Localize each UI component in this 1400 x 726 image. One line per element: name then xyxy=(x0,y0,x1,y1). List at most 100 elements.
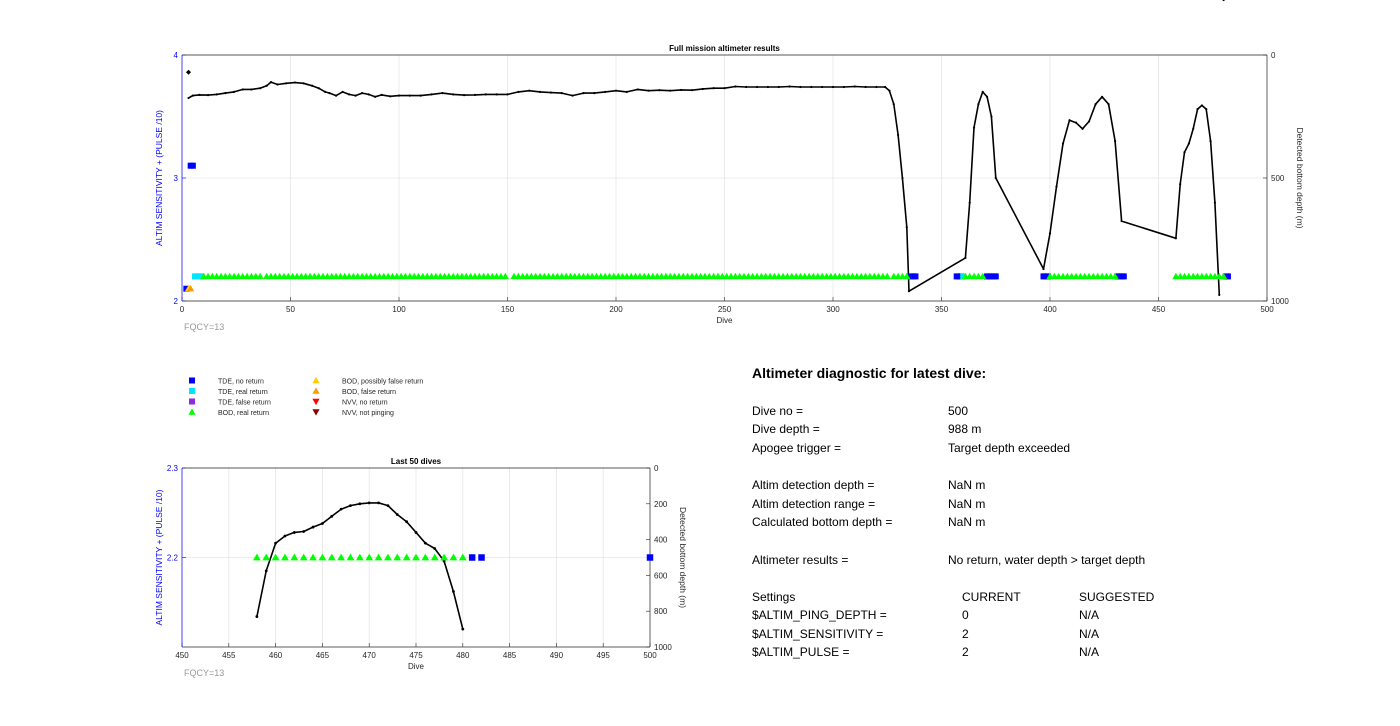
diag-value: 988 m xyxy=(948,422,982,436)
last-50-dives-chart: 450 455 460 465 470 475 480 485 490 495 500 2.2 2.3 0… xyxy=(154,457,688,678)
x-tick-label: 465 xyxy=(316,651,330,660)
depth-point xyxy=(788,85,791,88)
bod-real-return-marker xyxy=(355,553,364,561)
bod-real-return-marker xyxy=(365,553,374,561)
depth-point xyxy=(328,92,331,95)
depth-point xyxy=(419,94,422,97)
bod-real-return-marker xyxy=(337,553,346,561)
depth-point xyxy=(905,226,908,229)
depth-point xyxy=(571,94,574,97)
bod-real-return-marker xyxy=(252,553,261,561)
depth-point xyxy=(311,525,315,529)
bod-real-return-marker xyxy=(883,272,891,280)
y-right-tick-label: 0 xyxy=(654,464,659,473)
depth-point xyxy=(658,89,661,92)
depth-point xyxy=(255,615,259,618)
setting-current: 2 xyxy=(962,645,969,659)
x-tick-label: 455 xyxy=(222,651,236,660)
depth-point xyxy=(232,90,236,93)
chart-title: Last 50 dives xyxy=(391,457,442,466)
setting-current: 2 xyxy=(962,627,969,641)
depth-point xyxy=(897,133,900,137)
legend-swatch xyxy=(312,409,320,416)
y-right-tick-label: 800 xyxy=(654,607,668,616)
depth-point xyxy=(1061,142,1065,145)
depth-point xyxy=(1192,127,1195,130)
settings-header-label: Settings xyxy=(752,590,796,604)
depth-point xyxy=(250,88,253,91)
tde-no-return-marker xyxy=(189,162,196,169)
depth-point xyxy=(777,85,780,89)
depth-point xyxy=(766,85,770,89)
diag-label: Dive depth = xyxy=(752,422,820,436)
tde-no-return-marker xyxy=(478,554,485,561)
depth-point xyxy=(964,256,967,260)
bod-real-return-marker xyxy=(256,272,264,280)
depth-point xyxy=(463,93,466,97)
y-axis-label-left: ALTIM SENSITIVITY + (PULSE /10) xyxy=(154,110,164,246)
bod-real-return-marker xyxy=(374,553,383,561)
depth-point xyxy=(191,94,194,97)
bod-real-return-marker xyxy=(290,553,299,561)
legend-label: TDE, false return xyxy=(218,400,271,407)
x-tick-label: 450 xyxy=(1152,305,1166,314)
depth-point xyxy=(302,530,306,533)
bod-real-return-marker xyxy=(412,553,420,561)
depth-point xyxy=(647,89,650,92)
y-left-tick-label: 2.2 xyxy=(167,554,179,563)
depth-point xyxy=(215,93,218,96)
setting-name: $ALTIM_PULSE = xyxy=(752,645,850,659)
legend-label: BOD, possibly false return xyxy=(342,379,423,386)
depth-point xyxy=(285,82,288,85)
y-right-tick-label: 500 xyxy=(1271,174,1285,183)
bod-real-return-marker xyxy=(440,553,448,561)
y-left-tick-label: 3 xyxy=(174,174,179,183)
depth-point xyxy=(810,85,813,89)
depth-point xyxy=(755,85,759,89)
x-axis-label: Dive xyxy=(716,316,733,325)
y-left-tick-label: 2 xyxy=(174,297,179,306)
bod-real-return-marker xyxy=(262,553,271,561)
depth-point xyxy=(259,87,262,90)
depth-point xyxy=(276,83,279,86)
depth-point xyxy=(506,93,509,96)
bod-real-return-marker xyxy=(430,553,439,561)
depth-point xyxy=(990,115,993,118)
depth-point xyxy=(582,92,585,95)
x-tick-label: 100 xyxy=(392,305,406,314)
depth-point xyxy=(1120,219,1123,223)
depth-point xyxy=(395,513,399,516)
y-left-tick-label: 2.3 xyxy=(167,464,179,473)
depth-point xyxy=(311,84,314,87)
depth-point xyxy=(302,82,305,85)
depth-point xyxy=(1179,183,1182,186)
tde-no-return-marker xyxy=(183,285,190,292)
depth-point xyxy=(549,91,553,94)
depth-point xyxy=(517,90,520,93)
depth-point xyxy=(198,93,201,96)
bod-real-return-marker xyxy=(327,553,336,561)
x-tick-label: 450 xyxy=(175,651,189,660)
bod-real-return-marker xyxy=(979,272,987,280)
depth-point xyxy=(701,87,704,91)
x-tick-label: 300 xyxy=(826,305,840,314)
legend-swatch xyxy=(189,377,195,384)
setting-current: 0 xyxy=(962,608,969,622)
depth-point xyxy=(821,85,824,89)
legend-label: BOD, real return xyxy=(218,410,269,417)
depth-point xyxy=(283,534,287,538)
depth-point xyxy=(274,541,277,545)
depth-point xyxy=(1100,95,1104,98)
bod-real-return-marker xyxy=(1220,272,1228,280)
depth-point xyxy=(224,92,227,95)
bod-real-return-marker xyxy=(421,553,430,561)
depth-point xyxy=(293,81,296,84)
depth-point xyxy=(241,88,244,91)
depth-point xyxy=(389,95,392,98)
depth-point xyxy=(187,96,190,100)
setting-suggested: N/A xyxy=(1079,645,1100,659)
depth-point xyxy=(875,85,878,89)
depth-point xyxy=(680,88,683,92)
depth-point xyxy=(334,94,338,97)
depth-point xyxy=(888,89,891,92)
